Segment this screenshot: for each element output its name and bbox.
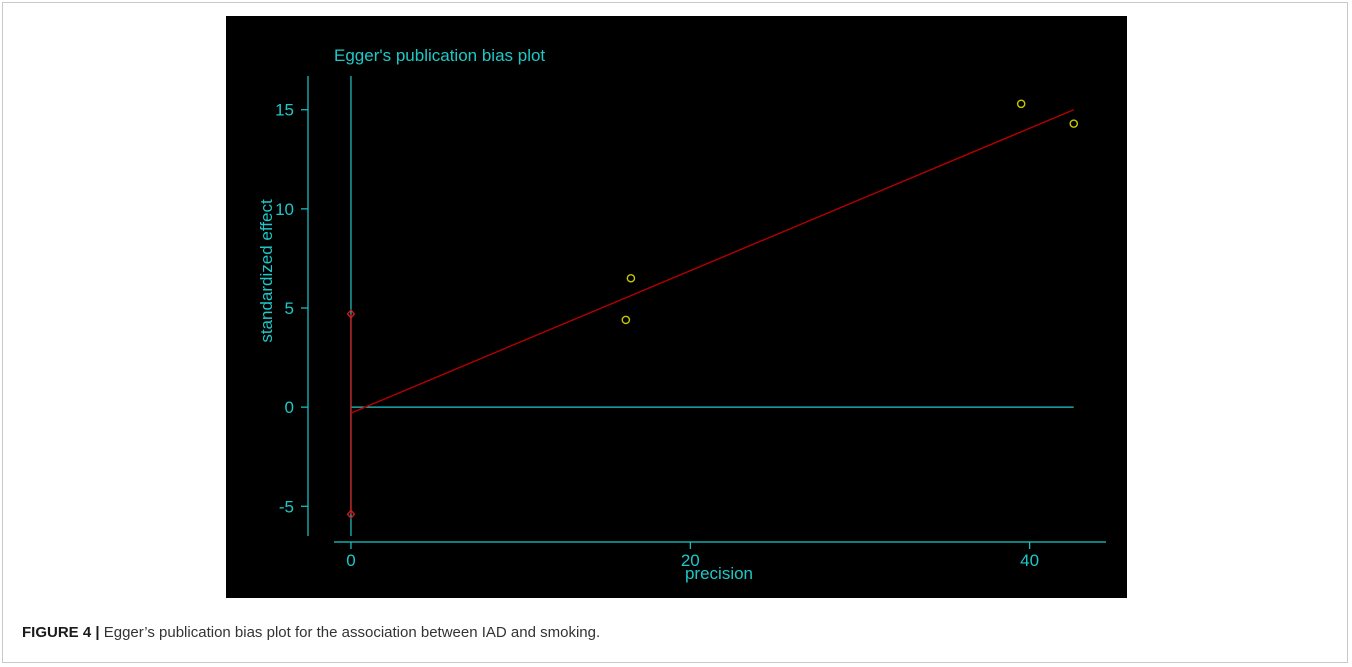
ci-lower-marker (346, 509, 356, 520)
chart-title: Egger's publication bias plot (334, 46, 545, 65)
caption-text: Egger’s publication bias plot for the as… (103, 624, 601, 641)
egger-plot: Egger's publication bias plot precision … (257, 46, 1106, 583)
y-tick-label: 5 (285, 299, 294, 318)
x-tick-label: 0 (346, 551, 355, 570)
ci-upper-marker (346, 308, 356, 319)
x-tick-label: 20 (681, 551, 700, 570)
figure-caption: FIGURE 4 | Egger’s publication bias plot… (22, 624, 600, 641)
x-tick-label: 40 (1020, 551, 1039, 570)
plot-panel: Egger's publication bias plot precision … (226, 16, 1127, 598)
figure-label: FIGURE 4 | (22, 624, 100, 641)
y-tick-label: 10 (275, 200, 294, 219)
data-point (626, 273, 636, 283)
y-axis-label: standardized effect (257, 199, 276, 343)
y-tick-label: 15 (275, 101, 294, 120)
data-point (1069, 119, 1079, 128)
x-axis-label: precision (685, 564, 753, 583)
regression-line (350, 109, 1075, 414)
data-point (1016, 99, 1026, 109)
y-tick-label: -5 (279, 497, 294, 516)
y-tick-label: 0 (285, 398, 294, 417)
data-point (621, 315, 631, 325)
